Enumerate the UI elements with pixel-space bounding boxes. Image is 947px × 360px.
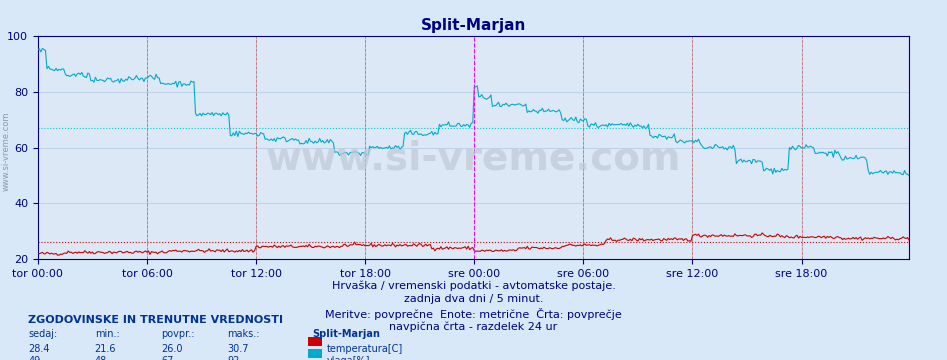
Text: ZGODOVINSKE IN TRENUTNE VREDNOSTI: ZGODOVINSKE IN TRENUTNE VREDNOSTI [28, 315, 283, 325]
Text: 28.4: 28.4 [28, 344, 50, 354]
Text: 30.7: 30.7 [227, 344, 249, 354]
Text: temperatura[C]: temperatura[C] [327, 344, 403, 354]
Text: Split-Marjan: Split-Marjan [313, 329, 381, 339]
Text: vlaga[%]: vlaga[%] [327, 356, 370, 360]
Text: sedaj:: sedaj: [28, 329, 58, 339]
Text: 67: 67 [161, 356, 173, 360]
Text: navpična črta - razdelek 24 ur: navpična črta - razdelek 24 ur [389, 322, 558, 332]
Text: www.si-vreme.com: www.si-vreme.com [2, 112, 11, 191]
Text: 21.6: 21.6 [95, 344, 116, 354]
Text: 48: 48 [95, 356, 107, 360]
Text: povpr.:: povpr.: [161, 329, 194, 339]
Text: www.si-vreme.com: www.si-vreme.com [266, 140, 681, 178]
Text: 92: 92 [227, 356, 240, 360]
Text: min.:: min.: [95, 329, 119, 339]
Text: Meritve: povprečne  Enote: metrične  Črta: povprečje: Meritve: povprečne Enote: metrične Črta:… [325, 308, 622, 320]
Text: 26.0: 26.0 [161, 344, 183, 354]
Text: maks.:: maks.: [227, 329, 259, 339]
Text: 49: 49 [28, 356, 41, 360]
Text: Hrvaška / vremenski podatki - avtomatske postaje.: Hrvaška / vremenski podatki - avtomatske… [331, 281, 616, 291]
Title: Split-Marjan: Split-Marjan [420, 18, 527, 33]
Text: zadnja dva dni / 5 minut.: zadnja dva dni / 5 minut. [403, 294, 544, 305]
